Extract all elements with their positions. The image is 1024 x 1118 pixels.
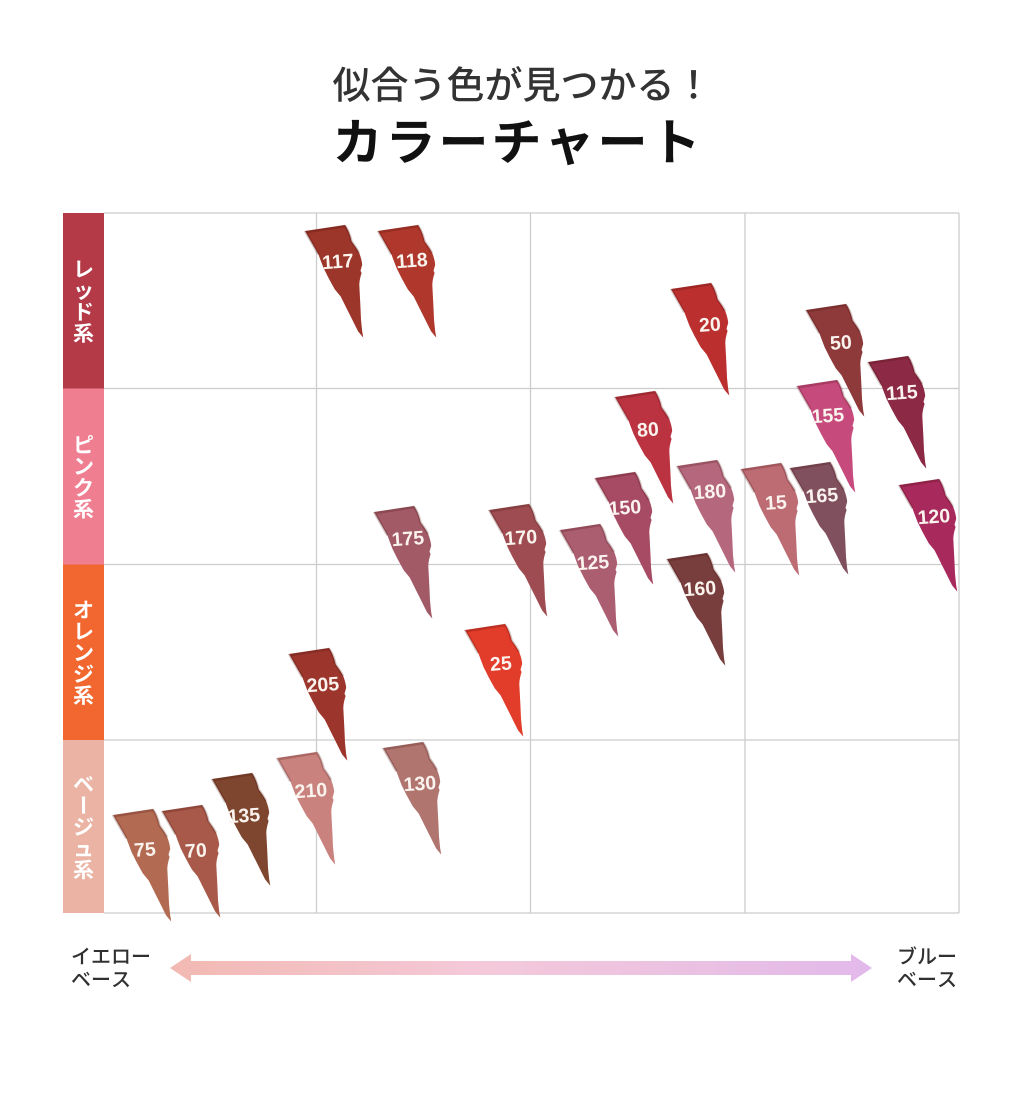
svg-text:205: 205 <box>306 673 340 697</box>
svg-text:210: 210 <box>294 779 328 803</box>
svg-text:135: 135 <box>227 804 261 828</box>
svg-text:120: 120 <box>917 505 951 529</box>
svg-text:150: 150 <box>608 496 642 520</box>
svg-text:20: 20 <box>698 313 721 336</box>
svg-text:70: 70 <box>184 839 207 862</box>
svg-text:165: 165 <box>805 484 839 508</box>
svg-text:125: 125 <box>576 551 610 575</box>
svg-text:130: 130 <box>403 772 437 796</box>
svg-text:75: 75 <box>133 838 156 861</box>
svg-text:170: 170 <box>504 526 538 550</box>
svg-text:180: 180 <box>693 480 727 504</box>
svg-text:117: 117 <box>321 250 354 274</box>
svg-text:25: 25 <box>489 652 512 675</box>
svg-text:155: 155 <box>811 404 845 428</box>
svg-text:118: 118 <box>395 249 428 273</box>
svg-text:50: 50 <box>829 331 852 354</box>
svg-text:175: 175 <box>391 527 425 551</box>
svg-text:15: 15 <box>764 491 787 514</box>
svg-text:160: 160 <box>683 577 717 601</box>
svg-text:115: 115 <box>885 381 918 405</box>
svg-text:80: 80 <box>636 418 659 441</box>
